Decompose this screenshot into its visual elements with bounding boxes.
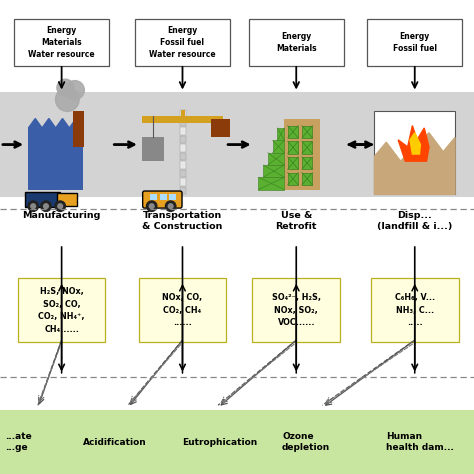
Text: Manufacturing: Manufacturing [22, 211, 101, 220]
Bar [28, 128, 83, 190]
FancyBboxPatch shape [371, 279, 459, 342]
Text: NOx, CO,
CO₂, CH₄
......: NOx, CO, CO₂, CH₄ ...... [163, 293, 202, 328]
Bar [284, 118, 320, 190]
Bar [268, 153, 284, 165]
Bar [273, 140, 284, 153]
Text: H₂S, NOx,
SO₂, CO,
CO₂, NH₄⁺,
CH₄......: H₂S, NOx, SO₂, CO, CO₂, NH₄⁺, CH₄...... [38, 287, 85, 334]
Bar [277, 128, 284, 140]
Polygon shape [410, 133, 420, 154]
Bar [288, 126, 298, 138]
Circle shape [168, 204, 173, 209]
Bar [180, 153, 186, 160]
Bar [0, 410, 474, 474]
Bar [181, 110, 185, 116]
Circle shape [41, 201, 51, 211]
Text: Transportation
& Construction: Transportation & Construction [142, 211, 223, 231]
Circle shape [55, 201, 65, 211]
FancyBboxPatch shape [138, 279, 226, 342]
Circle shape [31, 204, 36, 209]
FancyBboxPatch shape [14, 19, 109, 66]
Text: C₆H₆, V...
NH₃, C...
.....: C₆H₆, V... NH₃, C... ..... [395, 293, 435, 328]
Polygon shape [374, 133, 455, 194]
Text: Acidification: Acidification [83, 438, 146, 447]
Circle shape [165, 201, 176, 211]
Text: Energy
Materials: Energy Materials [276, 32, 317, 53]
Polygon shape [28, 118, 83, 128]
FancyBboxPatch shape [135, 19, 230, 66]
FancyBboxPatch shape [25, 192, 60, 207]
Text: Use &
Retrofit: Use & Retrofit [275, 211, 317, 231]
Circle shape [44, 204, 48, 209]
Bar [302, 157, 312, 169]
Bar [288, 157, 298, 169]
Circle shape [55, 88, 79, 111]
Circle shape [58, 204, 63, 209]
Text: Energy
Fossil fuel
Water resource: Energy Fossil fuel Water resource [149, 27, 216, 59]
Bar [180, 187, 186, 194]
Circle shape [146, 201, 157, 211]
Text: ...ate
...ge: ...ate ...ge [5, 432, 31, 452]
Bar [288, 141, 298, 154]
Circle shape [149, 204, 154, 209]
Circle shape [57, 79, 74, 96]
Bar [258, 177, 284, 190]
FancyBboxPatch shape [143, 191, 182, 208]
Text: SO₄²⁻, H₂S,
NOx, SO₂,
VOC......: SO₄²⁻, H₂S, NOx, SO₂, VOC...... [272, 293, 321, 328]
FancyBboxPatch shape [249, 19, 344, 66]
Bar [288, 173, 298, 185]
Bar [180, 144, 186, 152]
Bar [302, 126, 312, 138]
Polygon shape [398, 126, 429, 161]
FancyBboxPatch shape [18, 279, 105, 342]
FancyBboxPatch shape [252, 279, 340, 342]
Bar [374, 111, 455, 194]
Bar [160, 194, 167, 200]
Text: Energy
Fossil fuel: Energy Fossil fuel [393, 32, 437, 53]
Bar [180, 110, 186, 118]
Bar [263, 165, 284, 177]
Text: Disp...
(landfill & i...): Disp... (landfill & i...) [377, 211, 453, 231]
FancyBboxPatch shape [57, 193, 77, 206]
Text: Energy
Materials
Water resource: Energy Materials Water resource [28, 27, 95, 59]
Bar [150, 194, 157, 200]
Bar [180, 127, 186, 135]
Bar [169, 194, 176, 200]
Bar [180, 170, 186, 177]
Bar [180, 136, 186, 143]
FancyBboxPatch shape [367, 19, 462, 66]
Bar [302, 141, 312, 154]
Bar [180, 161, 186, 169]
Text: Eutrophication: Eutrophication [182, 438, 258, 447]
Bar [0, 92, 474, 197]
Bar [180, 118, 186, 126]
Bar [180, 178, 186, 186]
Bar [302, 173, 312, 185]
Bar [142, 116, 223, 123]
Circle shape [65, 81, 84, 100]
Bar [142, 137, 164, 161]
Text: Human
health dam...: Human health dam... [386, 432, 454, 452]
Text: Ozone
depletion: Ozone depletion [282, 432, 330, 452]
Circle shape [28, 201, 38, 211]
Bar [73, 111, 84, 147]
Bar [211, 118, 230, 137]
